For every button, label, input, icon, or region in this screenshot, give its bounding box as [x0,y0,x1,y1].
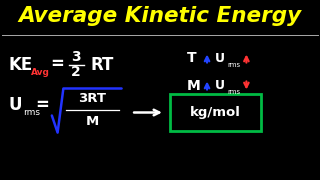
Text: rms: rms [228,89,241,95]
Text: rms: rms [228,62,241,68]
Bar [170,94,261,131]
Text: M: M [187,78,201,93]
Text: =: = [50,55,64,73]
Text: KE: KE [8,55,32,73]
Text: U: U [214,52,224,65]
Text: kg/mol: kg/mol [190,106,240,119]
Text: M: M [85,115,99,128]
Text: U: U [8,96,21,114]
Text: Avg: Avg [31,68,50,77]
Text: RT: RT [90,55,114,73]
Text: 3RT: 3RT [78,92,106,105]
Text: U: U [214,79,224,92]
Text: 2: 2 [71,65,81,79]
Text: 3: 3 [71,50,81,64]
Text: T: T [187,51,197,66]
Text: Average Kinetic Energy: Average Kinetic Energy [19,6,301,26]
Text: =: = [35,96,49,114]
Text: rms: rms [23,108,40,117]
